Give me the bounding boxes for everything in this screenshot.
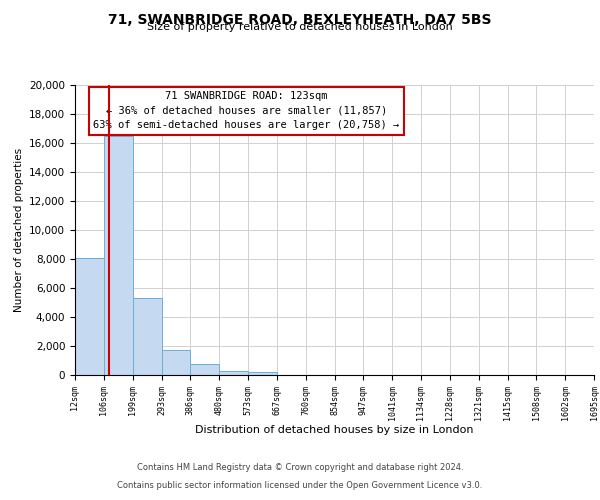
Bar — [104, 136, 133, 375]
X-axis label: Distribution of detached houses by size in London: Distribution of detached houses by size … — [195, 426, 474, 436]
Bar — [161, 350, 190, 375]
Text: Contains HM Land Registry data © Crown copyright and database right 2024.: Contains HM Land Registry data © Crown c… — [137, 464, 463, 472]
Bar — [248, 372, 277, 375]
Y-axis label: Number of detached properties: Number of detached properties — [14, 148, 23, 312]
Bar — [190, 364, 219, 375]
Text: 71, SWANBRIDGE ROAD, BEXLEYHEATH, DA7 5BS: 71, SWANBRIDGE ROAD, BEXLEYHEATH, DA7 5B… — [108, 12, 492, 26]
Bar — [133, 298, 161, 375]
Bar — [219, 370, 248, 375]
Text: Contains public sector information licensed under the Open Government Licence v3: Contains public sector information licen… — [118, 481, 482, 490]
Text: Size of property relative to detached houses in London: Size of property relative to detached ho… — [147, 22, 453, 32]
Text: 71 SWANBRIDGE ROAD: 123sqm
← 36% of detached houses are smaller (11,857)
63% of : 71 SWANBRIDGE ROAD: 123sqm ← 36% of deta… — [93, 91, 400, 130]
Bar — [75, 258, 104, 375]
